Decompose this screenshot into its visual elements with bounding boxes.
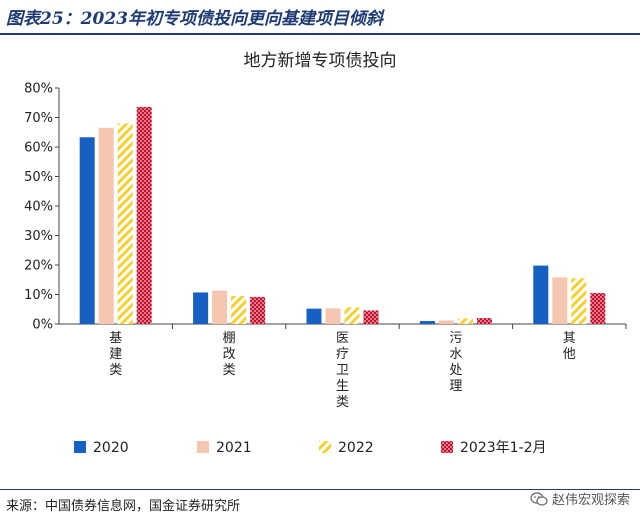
legend-swatch [74, 441, 86, 453]
category-label: 棚改类 [223, 331, 236, 378]
y-tick-label: 60% [24, 141, 53, 156]
bar-2023年1-2月-3 [476, 318, 492, 324]
watermark-text: 赵伟宏观探索 [551, 493, 630, 508]
legend-item: 2023年1-2月 [441, 440, 547, 456]
bar-2022-1 [231, 295, 247, 324]
legend-label: 2023年1-2月 [460, 440, 547, 456]
bar-2023年1-2月-4 [590, 293, 606, 324]
category-label: 医疗卫生类 [336, 331, 349, 410]
category-label: 污水处理 [449, 331, 462, 394]
bar-chart: 地方新增专项债投向 0% 10% 20% 30% 40% 50% 60% 70% 80% 基建类 棚改… [24, 51, 627, 456]
bar-2020-4 [533, 265, 549, 324]
title-divider [0, 33, 640, 35]
bar-2021-3 [438, 320, 454, 324]
legend-label: 2020 [93, 440, 129, 456]
bar-2022-4 [571, 278, 587, 324]
bar-2023年1-2月-2 [363, 310, 379, 324]
bar-2022-0 [117, 123, 133, 325]
chart-title: 地方新增专项债投向 [244, 51, 397, 71]
source-note: 来源：中国债券信息网，国金证券研究所 [6, 499, 241, 514]
figure-title: 图表25：2023年初专项债投向更向基建项目倾斜 [6, 9, 383, 29]
bar-2023年1-2月-0 [136, 106, 152, 324]
bar-2021-2 [325, 308, 341, 324]
footer-divider [0, 489, 640, 490]
watermark: 赵伟宏观探索 [530, 489, 630, 508]
category-label: 基建类 [109, 331, 122, 378]
legend-item: 2021 [197, 440, 252, 456]
y-tick-label: 40% [24, 200, 53, 215]
y-tick-label: 30% [24, 229, 53, 244]
wechat-icon [530, 491, 548, 506]
y-tick-label: 0% [32, 318, 53, 333]
legend-label: 2021 [216, 440, 252, 456]
legend-item: 2022 [319, 440, 374, 456]
y-tick-label: 10% [24, 288, 53, 303]
bar-2020-0 [79, 137, 95, 324]
y-tick-label: 20% [24, 259, 53, 274]
bar-2021-4 [552, 277, 568, 324]
bar-2022-3 [457, 318, 473, 324]
y-tick-label: 70% [24, 111, 53, 126]
legend-swatch [319, 441, 331, 453]
category-label: 其他 [563, 331, 576, 362]
legend-label: 2022 [338, 440, 374, 456]
y-tick-label: 50% [24, 170, 53, 185]
bar-2020-1 [193, 292, 209, 324]
bar-2020-2 [306, 308, 322, 324]
bar-2021-0 [98, 127, 114, 324]
legend-item: 2020 [74, 440, 129, 456]
bar-2020-3 [419, 321, 435, 324]
bar-2022-2 [344, 307, 360, 324]
legend-swatch [441, 441, 453, 453]
bar-2021-1 [212, 290, 228, 324]
y-tick-label: 80% [24, 82, 53, 97]
bar-2023年1-2月-1 [250, 296, 266, 324]
legend-swatch [197, 441, 209, 453]
